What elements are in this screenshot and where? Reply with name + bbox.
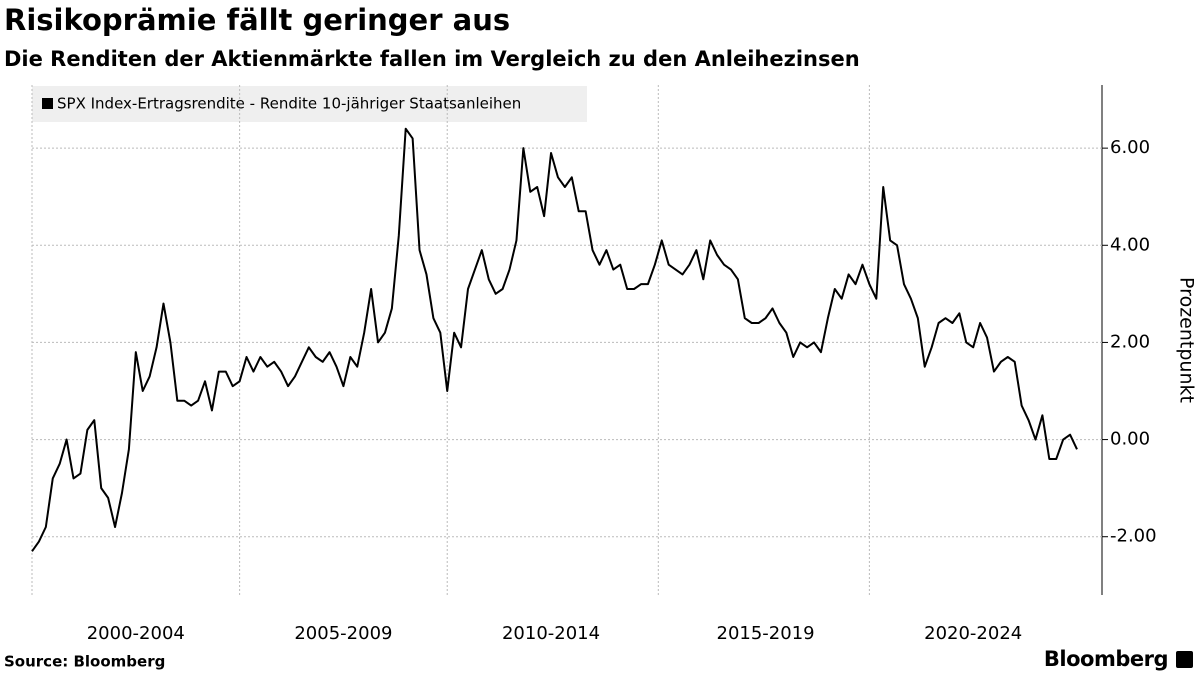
brand-icon [1176, 651, 1193, 668]
x-tick-label: 2010-2014 [502, 623, 600, 644]
y-tick-label: 0.00 [1110, 429, 1150, 450]
chart-title: Risikoprämie fällt geringer aus [4, 3, 510, 37]
source: Source: Bloomberg [4, 653, 165, 671]
y-tick-label: -2.00 [1110, 526, 1157, 547]
data-line [31, 127, 1078, 552]
y-tick-label: 4.00 [1110, 234, 1150, 255]
legend-swatch [42, 98, 53, 109]
chart-subtitle: Die Renditen der Aktienmärkte fallen im … [4, 47, 860, 71]
y-axis-label: Prozentpunkt [1176, 277, 1198, 403]
y-tick-label: 6.00 [1110, 137, 1150, 158]
legend-box [32, 86, 587, 122]
x-tick-label: 2000-2004 [87, 623, 185, 644]
brand: Bloomberg [1044, 647, 1168, 671]
x-tick-label: 2020-2024 [924, 623, 1022, 644]
legend-label: SPX Index-Ertragsrendite - Rendite 10-jä… [57, 95, 521, 113]
y-tick-label: 2.00 [1110, 331, 1150, 352]
x-tick-label: 2005-2009 [294, 623, 392, 644]
x-tick-label: 2015-2019 [717, 623, 815, 644]
